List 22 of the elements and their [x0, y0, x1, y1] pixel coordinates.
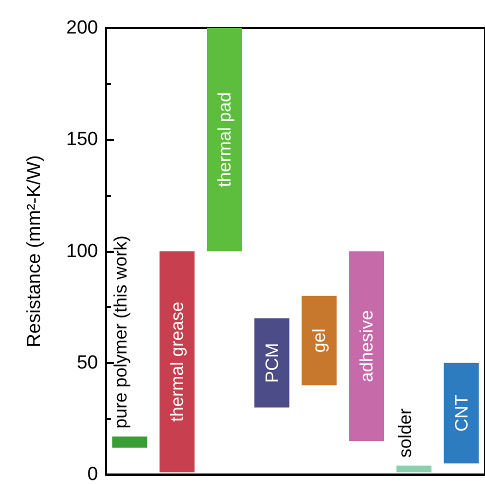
bar [444, 362, 479, 464]
y-axis-title: Resistance (mm²-K/W) [24, 155, 45, 348]
y-tick-label: 50 [76, 352, 98, 374]
bar [160, 251, 195, 472]
bar [349, 251, 384, 442]
y-tick-label: 100 [66, 240, 98, 262]
x-tick-label: adhesive [356, 310, 377, 382]
y-tick-label: 200 [66, 18, 98, 38]
x-tick-label: solder [394, 408, 415, 458]
x-tick-label: gel [309, 328, 330, 353]
bar [254, 318, 290, 408]
bar [302, 296, 337, 386]
x-tick-label: pure polymer (this work) [110, 235, 131, 429]
bar [396, 466, 432, 472]
x-tick-label: thermal grease [167, 302, 188, 422]
x-tick-label: CNT [451, 394, 472, 432]
bar [112, 436, 148, 448]
y-tick-label: 150 [66, 129, 98, 150]
bar [206, 28, 242, 252]
y-tick-label: 0 [87, 464, 98, 484]
x-tick-label: PCM [262, 342, 282, 383]
x-tick-label: thermal pad [214, 92, 234, 188]
